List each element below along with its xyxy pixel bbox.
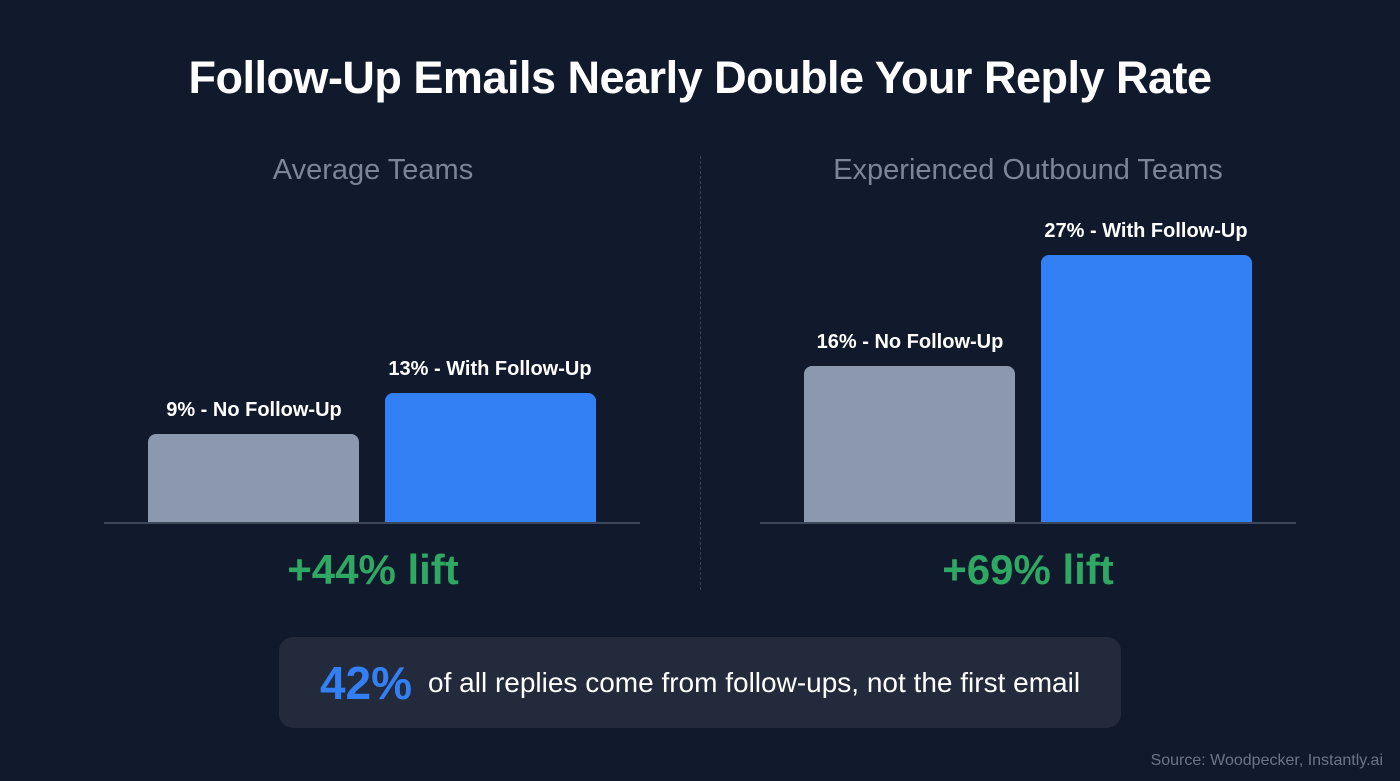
x-axis-line [760,522,1296,524]
bar-with-follow-up [385,393,596,523]
callout-text: of all replies come from follow-ups, not… [428,666,1081,698]
lift-value: +69% lift [942,546,1114,593]
bar-with-follow-up [1041,255,1252,523]
bar-label: 13% - With Follow-Up [388,358,592,380]
chart-title: Follow-Up Emails Nearly Double Your Repl… [188,52,1212,103]
bar-label: 27% - With Follow-Up [1044,220,1248,242]
bar-no-follow-up [148,434,359,523]
callout-stat: 42% [319,656,413,709]
bar-label: 9% - No Follow-Up [166,399,342,421]
lift-value: +44% lift [287,546,459,593]
panel-subtitle-experienced: Experienced Outbound Teams [833,154,1223,186]
x-axis-line [104,522,640,524]
bar-label: 16% - No Follow-Up [816,331,1004,353]
callout-box: 42% of all replies come from follow-ups,… [279,637,1121,728]
source-note: Source: Woodpecker, Instantly.ai [1150,752,1383,769]
panel-subtitle-average: Average Teams [272,154,474,186]
bar-no-follow-up [804,366,1015,523]
panel-divider [700,156,701,590]
